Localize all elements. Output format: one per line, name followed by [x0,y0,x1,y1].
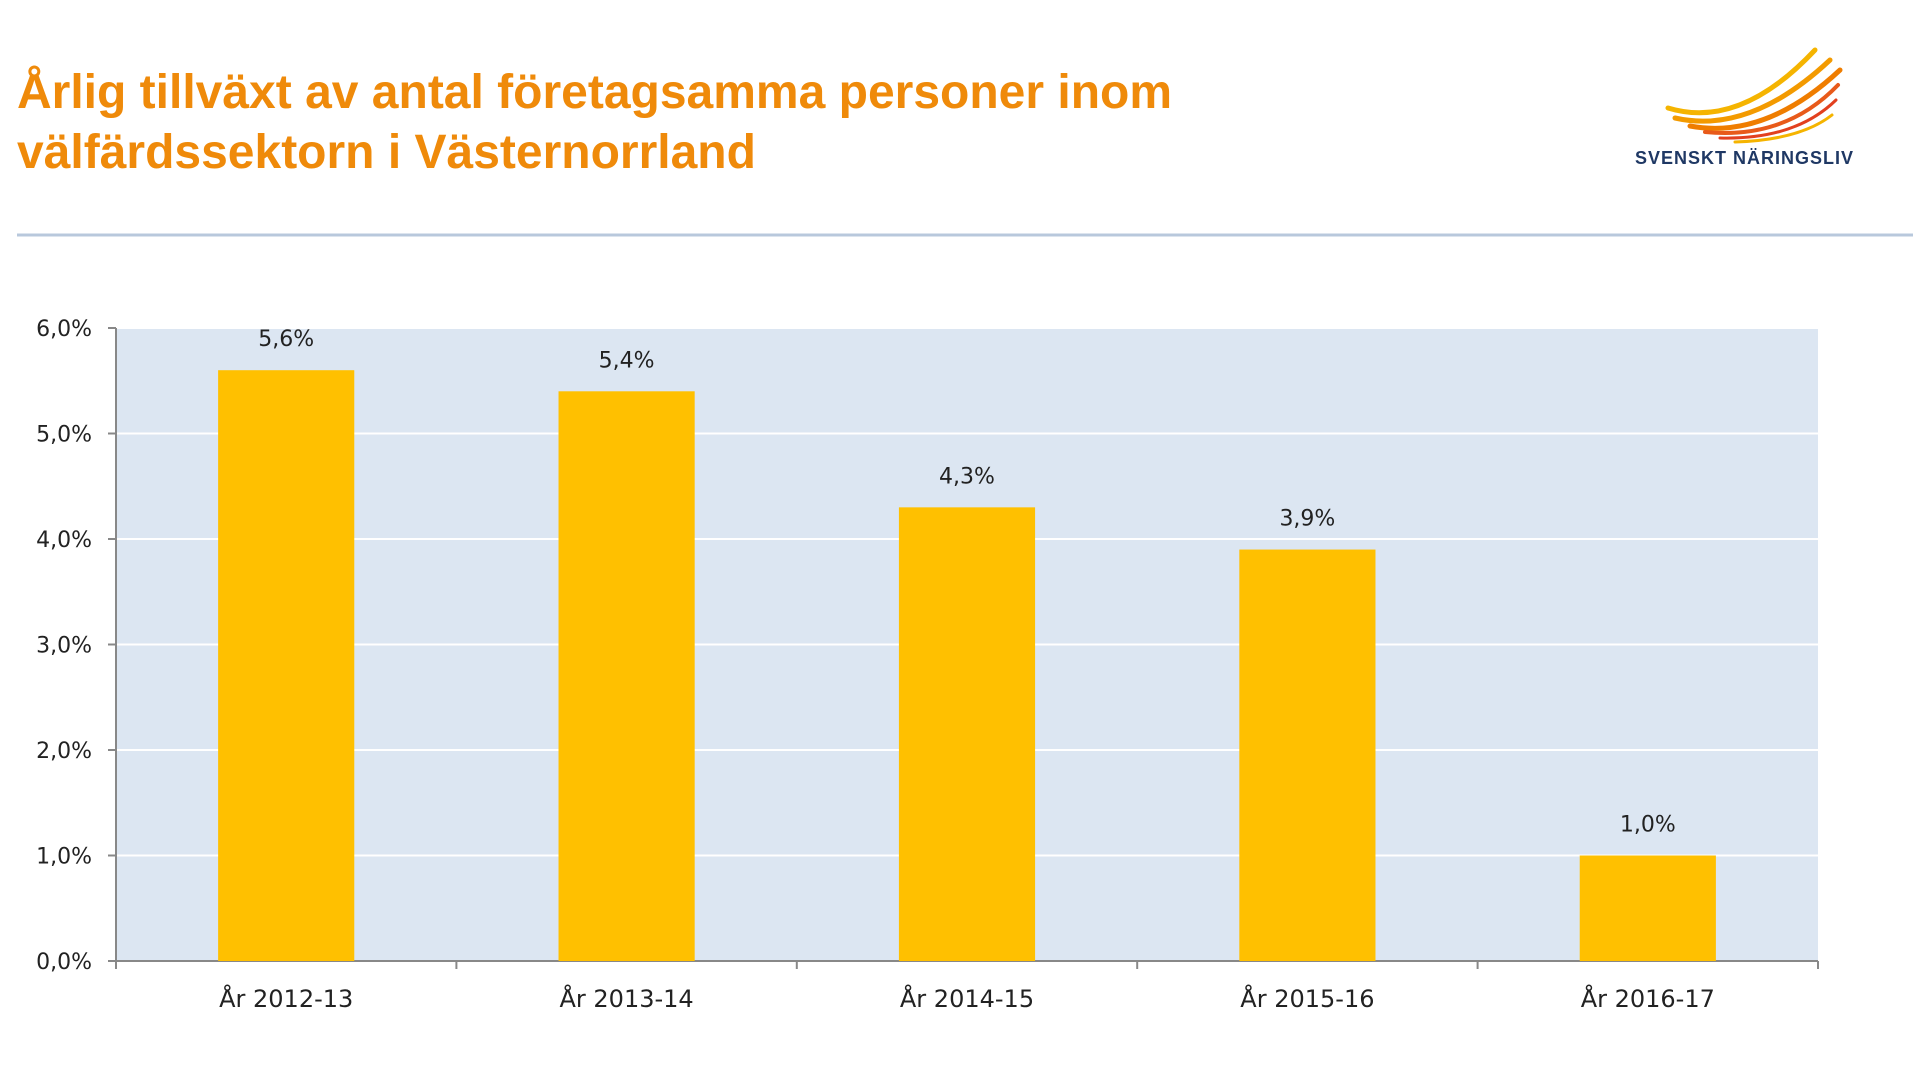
bar [558,391,695,961]
value-label: 4,3% [939,464,995,489]
x-tick-label: År 2016-17 [1581,984,1715,1013]
chart-title: välfärdssektorn i Västernorrland [17,126,756,179]
y-tick-label: 1,0% [36,845,92,870]
x-tick-label: År 2015-16 [1240,984,1374,1013]
bar [1239,549,1376,961]
bar [898,507,1036,961]
value-label: 5,4% [599,348,655,373]
value-label: 1,0% [1620,813,1676,838]
y-tick-label: 0,0% [36,950,92,975]
y-tick-label: 6,0% [36,317,92,342]
bar [218,370,355,961]
y-tick-label: 2,0% [36,739,92,764]
x-tick-label: År 2012-13 [219,984,353,1013]
x-tick-label: År 2013-14 [559,984,693,1013]
logo-text: SVENSKT NÄRINGSLIV [1635,148,1854,168]
y-tick-label: 5,0% [36,423,92,448]
value-label: 3,9% [1279,507,1335,532]
y-tick-label: 4,0% [36,528,92,553]
logo-mark [1665,47,1843,144]
chart-title: Årlig tillväxt av antal företagsamma per… [17,65,1172,119]
bar [1579,855,1716,961]
value-label: 5,6% [258,327,314,352]
y-tick-label: 3,0% [36,634,92,659]
x-tick-label: År 2014-15 [900,984,1034,1013]
